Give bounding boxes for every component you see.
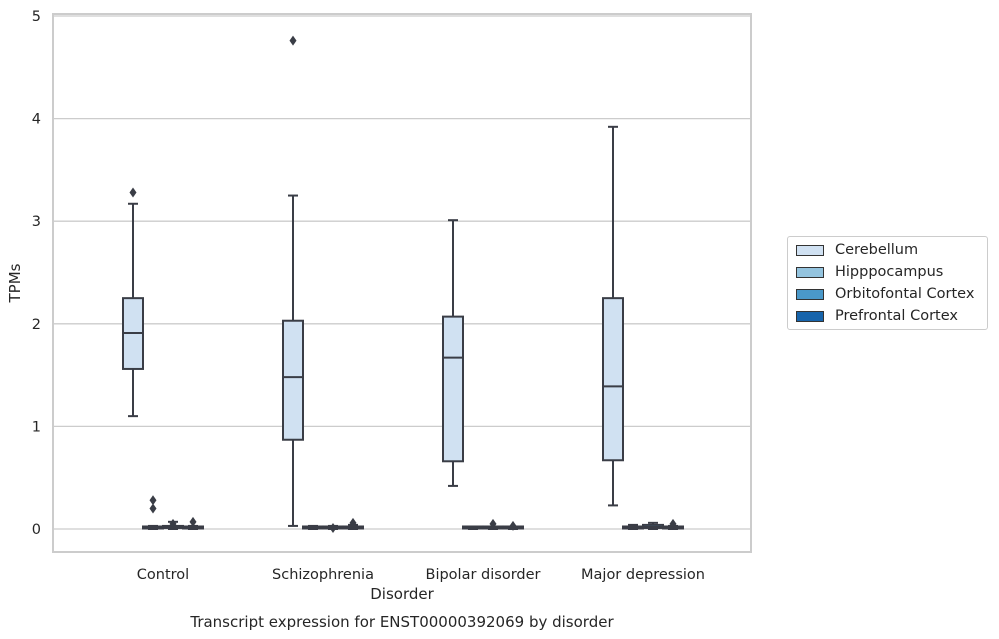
axis-ticks: 0 1 2 3 4 5 Control Schizophrenia Bipolar disord… xyxy=(32,9,705,583)
outlier-point xyxy=(289,35,297,46)
y-tick-label-3: 3 xyxy=(32,214,41,230)
legend-item-orbitofrontal-cortex: Orbitofontal Cortex xyxy=(796,285,974,303)
box-prefrontal-cortex-major-depression xyxy=(662,518,684,530)
y-tick-label-2: 2 xyxy=(32,317,41,333)
box-series xyxy=(122,35,684,533)
legend-item-prefrontal-cortex: Prefrontal Cortex xyxy=(796,307,958,325)
legend-swatch-prefrontal-cortex xyxy=(796,310,824,322)
x-tick-label-control: Control xyxy=(137,567,189,583)
y-tick-label-4: 4 xyxy=(32,112,41,128)
y-axis-title: TPMs xyxy=(6,263,24,303)
outlier-point xyxy=(329,522,337,533)
outlier-point xyxy=(509,520,517,531)
legend-item-cerebellum: Cerebellum xyxy=(796,241,918,259)
legend-item-hippocampus: Hipppocampus xyxy=(796,263,943,281)
box-iqr xyxy=(442,315,464,463)
box-cerebellum-schizophrenia xyxy=(282,35,304,527)
y-tick-label-1: 1 xyxy=(32,419,41,435)
box-hipppocampus-major-depression xyxy=(622,523,644,530)
outlier-point xyxy=(149,495,157,506)
box-hipppocampus-bipolar-disorder xyxy=(462,525,484,530)
box-orbitofontal-cortex-control xyxy=(162,518,184,530)
plot-area xyxy=(52,13,752,553)
outlier-point xyxy=(349,517,357,528)
legend-label-hippocampus: Hipppocampus xyxy=(835,264,944,280)
box-iqr xyxy=(282,319,304,441)
outlier-point xyxy=(129,187,137,198)
x-tick-label-bipolar-disorder: Bipolar disorder xyxy=(426,567,541,583)
box-hipppocampus-schizophrenia xyxy=(302,524,324,530)
legend-swatch-cerebellum xyxy=(796,244,824,256)
box-cerebellum-control xyxy=(122,187,144,418)
legend-label-prefrontal-cortex: Prefrontal Cortex xyxy=(835,308,958,324)
outlier-point xyxy=(149,503,157,514)
legend-label-orbitofrontal-cortex: Orbitofontal Cortex xyxy=(835,286,975,302)
legend: Cerebellum Hipppocampus Orbitofontal Cor… xyxy=(787,236,988,330)
y-tick-label-0: 0 xyxy=(32,522,41,538)
outlier-point xyxy=(169,518,177,529)
box-prefrontal-cortex-bipolar-disorder xyxy=(502,520,524,531)
box-cerebellum-major-depression xyxy=(602,125,624,507)
legend-swatch-hippocampus xyxy=(796,266,824,278)
legend-swatch-orbitofrontal-cortex xyxy=(796,288,824,300)
x-tick-label-major-depression: Major depression xyxy=(581,567,705,583)
x-axis-title: Disorder xyxy=(370,585,434,603)
legend-label-cerebellum: Cerebellum xyxy=(835,242,919,258)
box-prefrontal-cortex-control xyxy=(182,516,204,530)
box-prefrontal-cortex-schizophrenia xyxy=(342,517,364,530)
outlier-point xyxy=(189,516,197,527)
outlier-point xyxy=(669,518,677,529)
box-orbitofontal-cortex-schizophrenia xyxy=(322,522,344,533)
box-cerebellum-bipolar-disorder xyxy=(442,219,464,487)
x-tick-label-schizophrenia: Schizophrenia xyxy=(272,567,374,583)
y-tick-label-5: 5 xyxy=(32,9,41,25)
outlier-point xyxy=(489,518,497,529)
chart-caption: Transcript expression for ENST0000039206… xyxy=(189,613,614,631)
box-iqr xyxy=(602,297,624,462)
